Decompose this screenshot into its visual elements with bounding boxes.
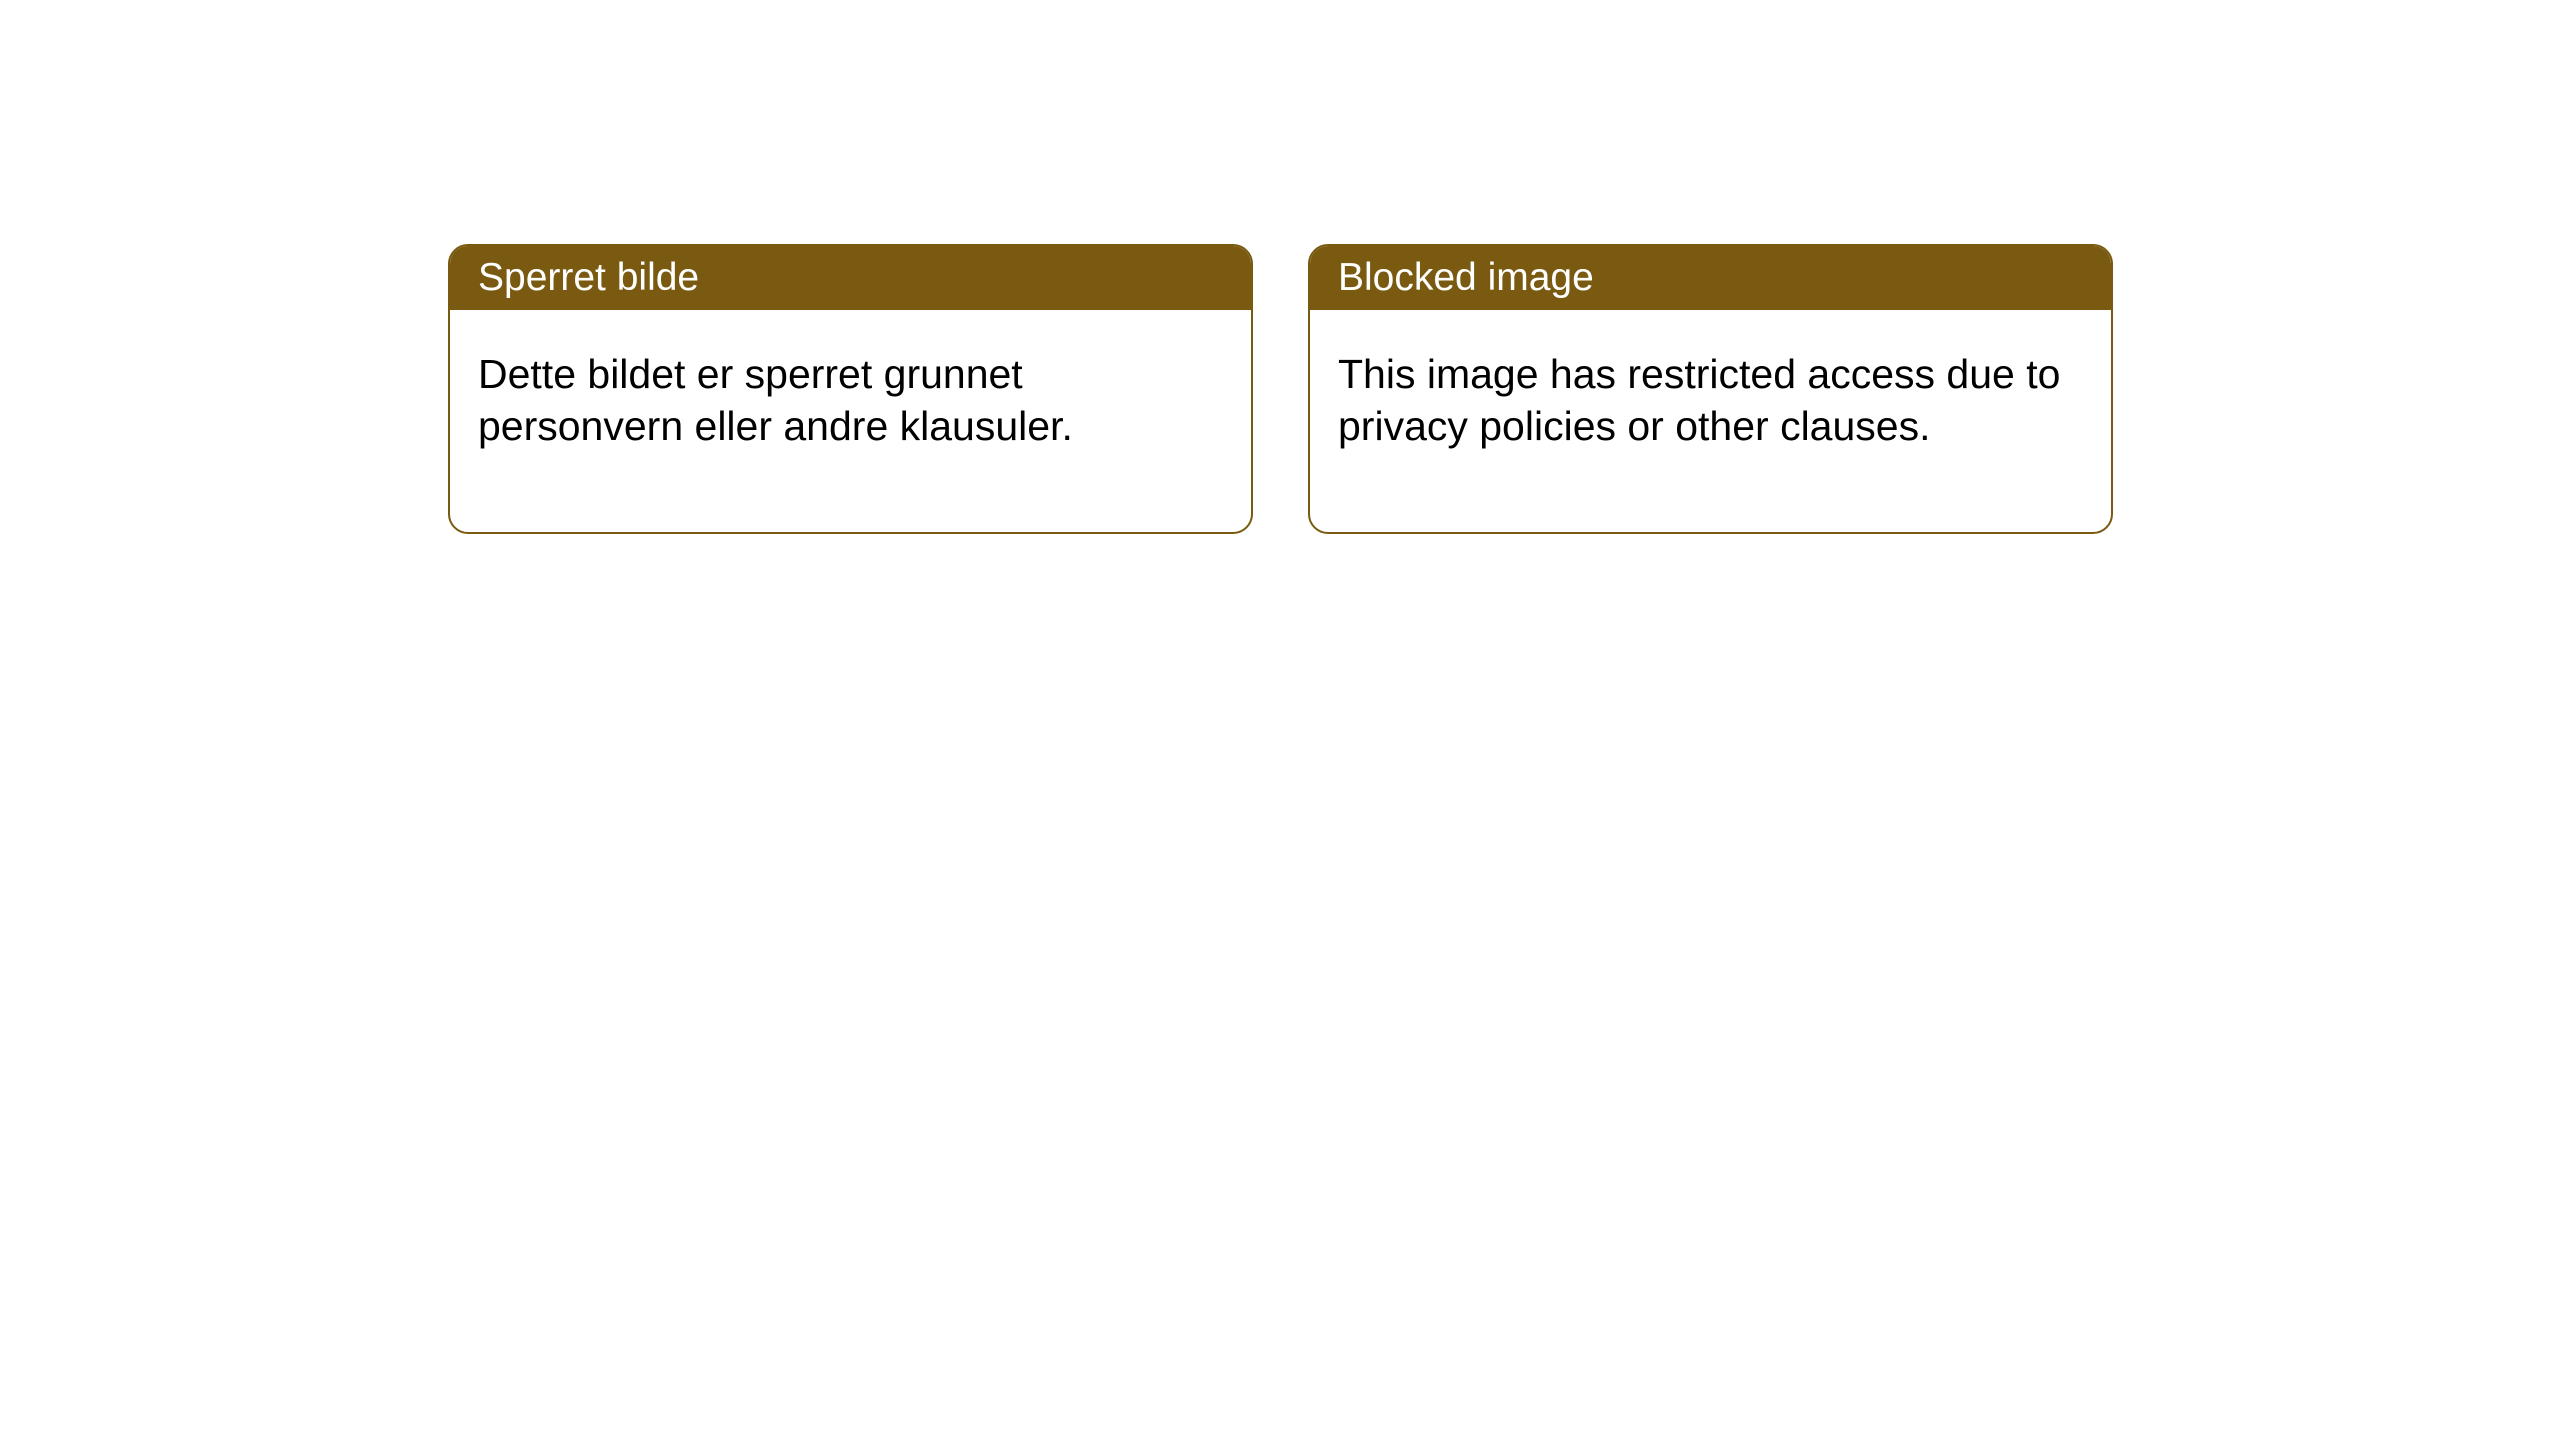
notice-card-title: Sperret bilde <box>450 246 1251 310</box>
notice-card-title: Blocked image <box>1310 246 2111 310</box>
notice-cards-container: Sperret bilde Dette bildet er sperret gr… <box>0 0 2560 534</box>
notice-card-norwegian: Sperret bilde Dette bildet er sperret gr… <box>448 244 1253 534</box>
notice-card-body: Dette bildet er sperret grunnet personve… <box>450 310 1251 532</box>
notice-card-body: This image has restricted access due to … <box>1310 310 2111 532</box>
notice-card-english: Blocked image This image has restricted … <box>1308 244 2113 534</box>
